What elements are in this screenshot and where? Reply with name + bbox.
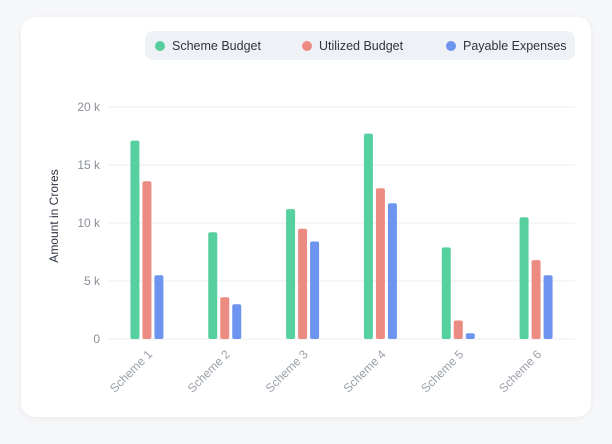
x-tick-label: Scheme 3 bbox=[263, 347, 311, 395]
bar-utilized-budget-4[interactable] bbox=[375, 188, 385, 339]
legend-label: Payable Expenses bbox=[463, 38, 567, 53]
bar-utilized-budget-3[interactable] bbox=[298, 228, 308, 339]
legend-item-scheme-budget[interactable]: Scheme Budget bbox=[155, 31, 261, 60]
y-tick-label: 15 k bbox=[77, 158, 101, 172]
bar-scheme-budget-4[interactable] bbox=[363, 133, 373, 339]
bar-scheme-budget-5[interactable] bbox=[441, 247, 451, 339]
bar-scheme-budget-1[interactable] bbox=[130, 140, 140, 339]
chart-legend: Scheme Budget Utilized Budget Payable Ex… bbox=[145, 31, 575, 60]
legend-label: Scheme Budget bbox=[172, 38, 261, 53]
legend-swatch-scheme-budget bbox=[155, 40, 165, 51]
bar-payable-expenses-4[interactable] bbox=[387, 203, 397, 339]
bar-utilized-budget-6[interactable] bbox=[531, 260, 541, 339]
legend-swatch-payable-expenses bbox=[446, 40, 456, 51]
x-tick-label: Scheme 1 bbox=[107, 347, 155, 395]
legend-item-payable-expenses[interactable]: Payable Expenses bbox=[446, 31, 567, 60]
legend-item-utilized-budget[interactable]: Utilized Budget bbox=[302, 31, 403, 60]
bar-payable-expenses-2[interactable] bbox=[232, 304, 242, 339]
bar-payable-expenses-5[interactable] bbox=[465, 333, 475, 339]
bar-scheme-budget-2[interactable] bbox=[208, 232, 218, 339]
x-tick-label: Scheme 2 bbox=[185, 347, 233, 395]
bar-utilized-budget-2[interactable] bbox=[220, 297, 230, 339]
x-tick-label: Scheme 4 bbox=[340, 347, 388, 395]
y-tick-label: 10 k bbox=[77, 216, 101, 230]
bar-payable-expenses-3[interactable] bbox=[310, 241, 320, 339]
bar-scheme-budget-3[interactable] bbox=[286, 209, 296, 339]
y-tick-label: 0 bbox=[93, 332, 100, 346]
legend-swatch-utilized-budget bbox=[302, 40, 312, 51]
bar-payable-expenses-1[interactable] bbox=[154, 275, 164, 339]
chart-card bbox=[21, 17, 591, 417]
bar-utilized-budget-1[interactable] bbox=[142, 181, 152, 339]
x-tick-label: Scheme 5 bbox=[418, 347, 466, 395]
bar-payable-expenses-6[interactable] bbox=[543, 275, 553, 339]
bar-utilized-budget-5[interactable] bbox=[453, 320, 463, 339]
legend-label: Utilized Budget bbox=[319, 38, 404, 53]
bar-scheme-budget-6[interactable] bbox=[519, 217, 529, 339]
x-tick-label: Scheme 6 bbox=[496, 347, 544, 395]
y-tick-label: 5 k bbox=[84, 274, 101, 288]
y-tick-label: 20 k bbox=[77, 100, 101, 114]
